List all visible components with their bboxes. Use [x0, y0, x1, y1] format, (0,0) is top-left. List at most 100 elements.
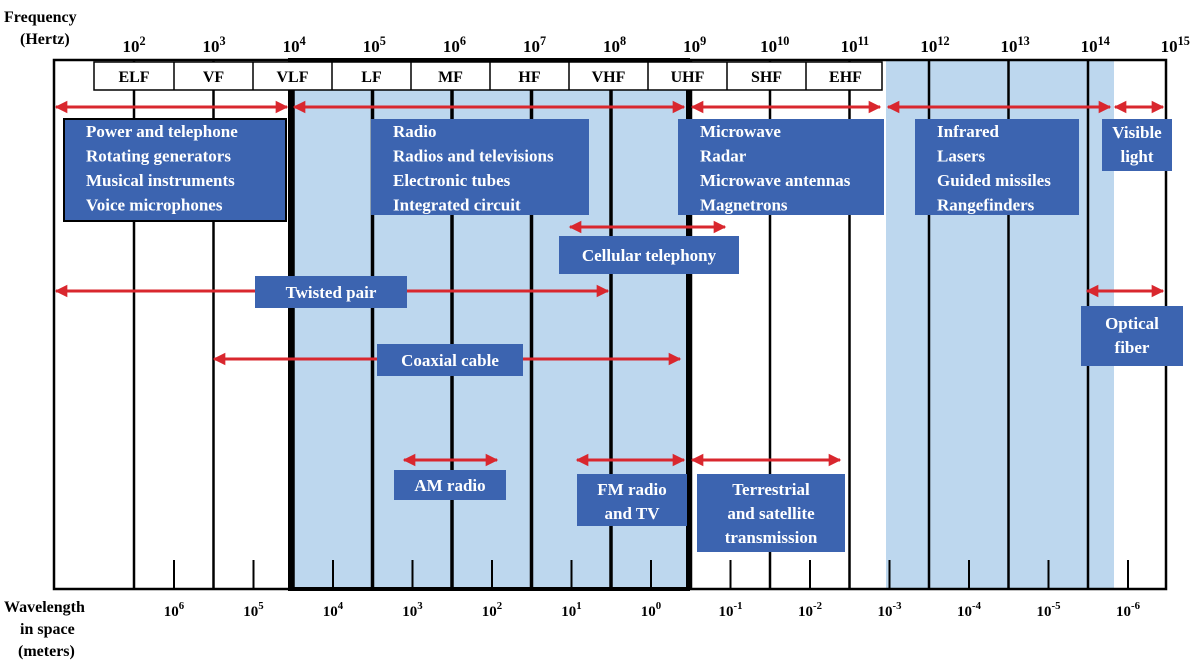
wavelength-axis-title: Wavelength [4, 599, 85, 616]
fm-radio-box-bg [577, 474, 687, 526]
wavelength-axis-unit: (meters) [18, 643, 75, 660]
infrared-box: Infrared Lasers Guided missiles Rangefinder… [915, 119, 1079, 215]
wavelength-tick-label: 105 [243, 600, 263, 620]
visible-text: Visible [1112, 123, 1162, 142]
freq-tick-label: 109 [683, 34, 706, 56]
power-text: Rotating generators [86, 147, 231, 166]
band-label-vf: VF [203, 69, 225, 86]
microwave-box-bg [678, 119, 884, 215]
wavelength-tick-label: 100 [641, 600, 661, 620]
wavelength-tick-label: 106 [164, 600, 185, 620]
radio-text: Radio [393, 122, 436, 141]
wavelength-tick-label: 101 [561, 600, 581, 620]
infrared-text: Rangefinders [937, 196, 1035, 215]
wavelength-tick-label: 10-4 [957, 600, 982, 620]
frequency-axis-title: Frequency [4, 9, 77, 26]
freq-tick-label: 107 [523, 34, 546, 56]
terrestrial-box: Terrestrial and satellite transmission [697, 474, 845, 552]
microwave-text: Microwave [700, 122, 781, 141]
microwave-text: Magnetrons [700, 196, 788, 215]
wavelength-tick-label: 102 [482, 600, 502, 620]
wavelength-tick-label: 10-6 [1116, 600, 1141, 620]
frequency-axis-unit: (Hertz) [20, 31, 70, 48]
freq-tick-label: 105 [363, 34, 386, 56]
infrared-text: Lasers [937, 147, 986, 166]
wavelength-tick-label: 104 [323, 600, 344, 620]
am-radio-box: AM radio [394, 470, 506, 500]
fm-radio-text: FM radio [597, 480, 666, 499]
wavelength-tick-labels: 106 105 104 103 102 101 100 10-1 10-2 10-3 10-4 10-… [164, 600, 1141, 620]
twisted-pair-text: Twisted pair [286, 283, 377, 302]
infrared-text: Infrared [937, 122, 1000, 141]
radio-box: Radio Radios and televisions Electronic tu… [371, 119, 589, 215]
power-text: Power and telephone [86, 122, 238, 141]
radio-text: Integrated circuit [393, 196, 521, 215]
frequency-tick-labels: 102 103 104 105 106 107 108 109 1010 1011 1012 1013… [122, 34, 1189, 56]
freq-tick-label: 108 [603, 34, 626, 56]
freq-tick-label: 1011 [841, 34, 870, 56]
band-label-ehf: EHF [829, 69, 862, 86]
band-label-mf: MF [438, 69, 463, 86]
power-box-bg [63, 118, 287, 222]
terrestrial-text: Terrestrial [732, 480, 810, 499]
wavelength-tick-label: 10-2 [798, 600, 822, 620]
terrestrial-text: transmission [725, 528, 818, 547]
power-box: Power and telephone Rotating generators Mu… [63, 118, 287, 222]
wavelength-tick-label: 10-5 [1037, 600, 1061, 620]
power-text: Voice microphones [86, 196, 223, 215]
am-radio-box-bg [394, 470, 506, 500]
twisted-pair-box: Twisted pair [255, 276, 407, 308]
freq-tick-label: 1012 [920, 34, 949, 56]
am-radio-text: AM radio [414, 476, 485, 495]
radio-text: Radios and televisions [393, 147, 554, 166]
wavelength-minor-ticks [173, 560, 1129, 589]
wavelength-tick-label: 103 [402, 600, 423, 620]
freq-tick-label: 103 [203, 34, 226, 56]
coaxial-text: Coaxial cable [401, 351, 499, 370]
radio-text: Electronic tubes [393, 171, 511, 190]
power-text: Musical instruments [86, 171, 235, 190]
visible-text: light [1120, 147, 1153, 166]
band-labels: ELF VF VLF LF MF HF VHF UHF SHF EHF [118, 62, 862, 90]
microwave-box: Microwave Radar Microwave antennas Magnetro… [678, 119, 884, 215]
radio-region-frame [288, 58, 690, 591]
band-label-lf: LF [361, 69, 382, 86]
band-label-shf: SHF [751, 69, 782, 86]
fm-radio-box: FM radio and TV [577, 474, 687, 526]
optical-fiber-text: fiber [1115, 338, 1150, 357]
freq-tick-label: 1015 [1161, 34, 1190, 56]
infrared-text: Guided missiles [937, 171, 1051, 190]
microwave-text: Microwave antennas [700, 171, 851, 190]
coaxial-box-bg [377, 344, 523, 376]
wavelength-tick-label: 10-1 [719, 600, 743, 620]
optical-fiber-box: Optical fiber [1081, 306, 1183, 366]
cellular-box: Cellular telephony [559, 236, 739, 274]
visible-box: Visible light [1102, 119, 1172, 171]
coaxial-box: Coaxial cable [377, 344, 523, 376]
optical-fiber-box-bg [1081, 306, 1183, 366]
terrestrial-text: and satellite [727, 504, 815, 523]
band-label-uhf: UHF [671, 69, 705, 86]
freq-tick-label: 106 [443, 34, 466, 56]
media-boxes: Cellular telephony Twisted pair Coaxial ca… [255, 236, 1183, 552]
wavelength-axis-sub: in space [20, 621, 75, 638]
fm-radio-text: and TV [605, 504, 661, 523]
cellular-text: Cellular telephony [582, 246, 717, 265]
application-boxes: Power and telephone Rotating generators Mu… [63, 118, 1172, 222]
infrared-box-bg [915, 119, 1079, 215]
freq-tick-label: 1010 [760, 34, 789, 56]
wavelength-tick-label: 10-3 [878, 600, 903, 620]
freq-tick-label: 1014 [1081, 34, 1110, 56]
cellular-box-bg [559, 236, 739, 274]
microwave-text: Radar [700, 147, 747, 166]
freq-tick-label: 104 [283, 34, 306, 56]
terrestrial-box-bg [697, 474, 845, 552]
band-label-vhf: VHF [592, 69, 626, 86]
freq-tick-label: 102 [122, 34, 145, 56]
visible-box-bg [1102, 119, 1172, 171]
band-label-elf: ELF [118, 69, 149, 86]
freq-tick-label: 1013 [1000, 34, 1029, 56]
twisted-pair-box-bg [255, 276, 407, 308]
optical-fiber-text: Optical [1105, 314, 1159, 333]
